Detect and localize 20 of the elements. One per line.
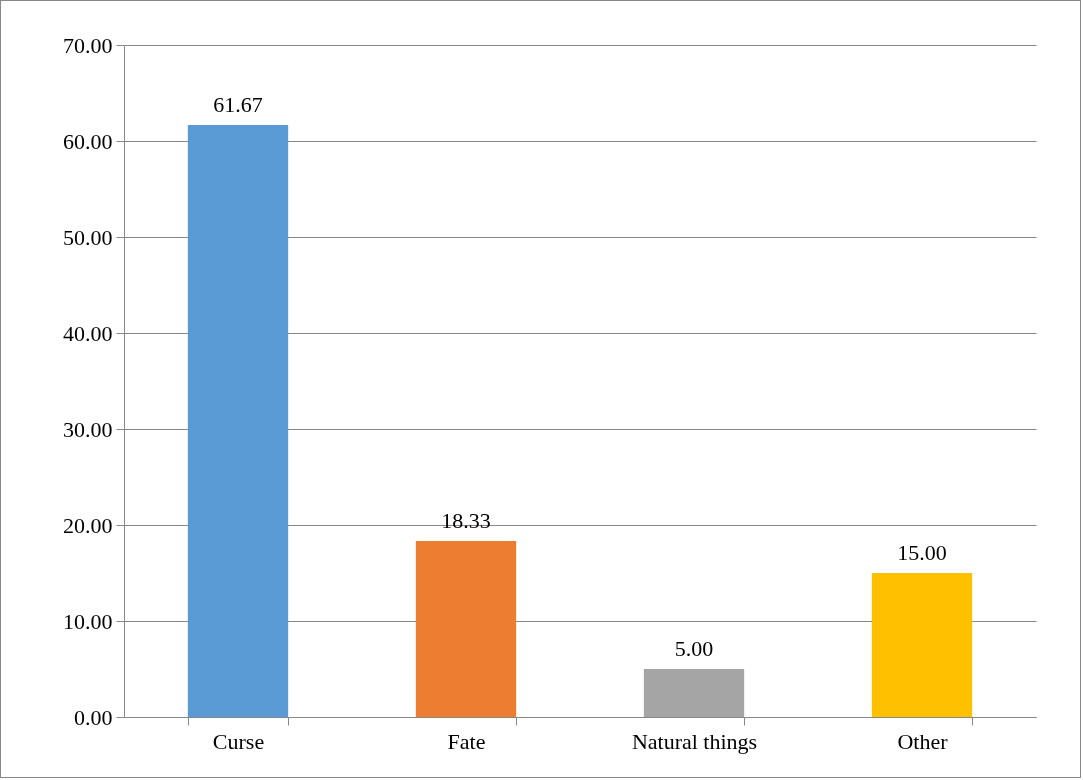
y-tick-label: 10.00 [63,608,113,634]
bar [643,669,745,717]
y-tick-label: 60.00 [63,128,113,154]
x-tick-label: Other [897,728,949,754]
data-label: 18.33 [441,508,491,534]
y-tick-label: 0.00 [74,704,113,730]
y-tick-label: 40.00 [63,320,113,346]
bar [415,541,517,717]
y-tick-label: 70.00 [63,32,113,58]
bar [871,573,973,717]
y-tick-label: 50.00 [63,224,113,250]
data-label: 15.00 [897,540,947,565]
data-label: 61.67 [213,91,263,117]
x-tick-label: Curse [212,728,265,754]
data-label: 5.00 [674,636,714,661]
y-tick-label: 30.00 [63,416,113,442]
y-tick-label: 20.00 [63,512,113,538]
x-tick-label: Natural things [631,728,758,754]
x-tick-label: Fate [447,728,486,754]
bar [187,124,289,717]
